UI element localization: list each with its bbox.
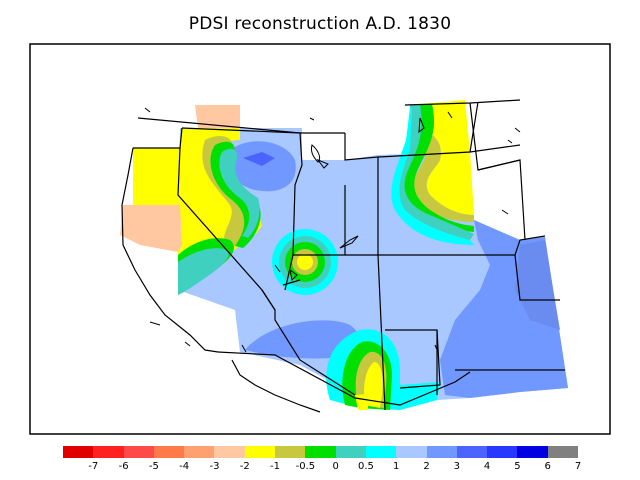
legend-tick-label: 6	[544, 461, 551, 472]
legend-swatch	[456, 446, 488, 458]
legend-tick-label: 0.5	[357, 461, 374, 472]
legend-swatch	[517, 446, 549, 458]
region-arizona-yellow	[364, 362, 383, 408]
legend-tick-label: 2	[423, 461, 430, 472]
legend-swatch	[123, 446, 155, 458]
region-north-plains-teal	[391, 105, 474, 240]
legend-tick-label: -4	[179, 461, 190, 472]
legend-tick-label: -2	[239, 461, 250, 472]
region-west-cyan	[178, 248, 229, 295]
legend-swatch	[396, 446, 428, 458]
map-title: PDSI reconstruction A.D. 1830	[188, 14, 452, 34]
legend-swatch	[63, 446, 94, 458]
legend-swatch	[335, 446, 367, 458]
region-central-wetter	[243, 152, 275, 166]
region-east-wet-2	[515, 240, 560, 330]
legend-swatch	[275, 446, 306, 458]
region-utah-yellow	[297, 254, 313, 270]
region-south-wet	[245, 320, 361, 359]
region-northwest-orange	[120, 205, 182, 252]
legend-tick-label: -5	[148, 461, 159, 472]
legend-tick-label: 7	[574, 461, 582, 472]
legend-tick-label: 3	[453, 461, 460, 472]
legend-swatch	[93, 446, 125, 458]
legend-swatch	[365, 446, 397, 458]
legend-swatch	[184, 446, 215, 458]
legend-swatch	[153, 446, 185, 458]
legend-tick-label: -1	[270, 461, 281, 472]
legend-tick-label: -6	[118, 461, 129, 472]
lakes	[144, 107, 521, 353]
legend: -7 -6 -5 -4 -3 -2 -1 -0.5 0 0.5 1 2 3 4 5 6 7	[63, 446, 582, 476]
legend-swatch	[426, 446, 458, 458]
legend-swatch	[214, 446, 246, 458]
legend-tick-label: 1	[393, 461, 400, 472]
legend-tick-label: 4	[483, 461, 491, 472]
borders	[121, 99, 565, 413]
legend-swatch	[547, 446, 579, 458]
legend-tick-label: 0	[332, 461, 339, 472]
region-nw-teal	[219, 148, 260, 238]
legend-swatch	[305, 446, 337, 458]
legend-tick-label: -3	[209, 461, 220, 472]
legend-swatch	[244, 446, 276, 458]
region-central-wet	[227, 141, 296, 192]
region-top-orange	[195, 105, 240, 128]
legend-swatch	[487, 446, 518, 458]
legend-tick-label: -0.5	[295, 461, 316, 472]
region-north-plains-olive	[412, 128, 474, 222]
legend-tick-label: -7	[88, 461, 99, 472]
legend-tick-label: 5	[514, 461, 521, 472]
